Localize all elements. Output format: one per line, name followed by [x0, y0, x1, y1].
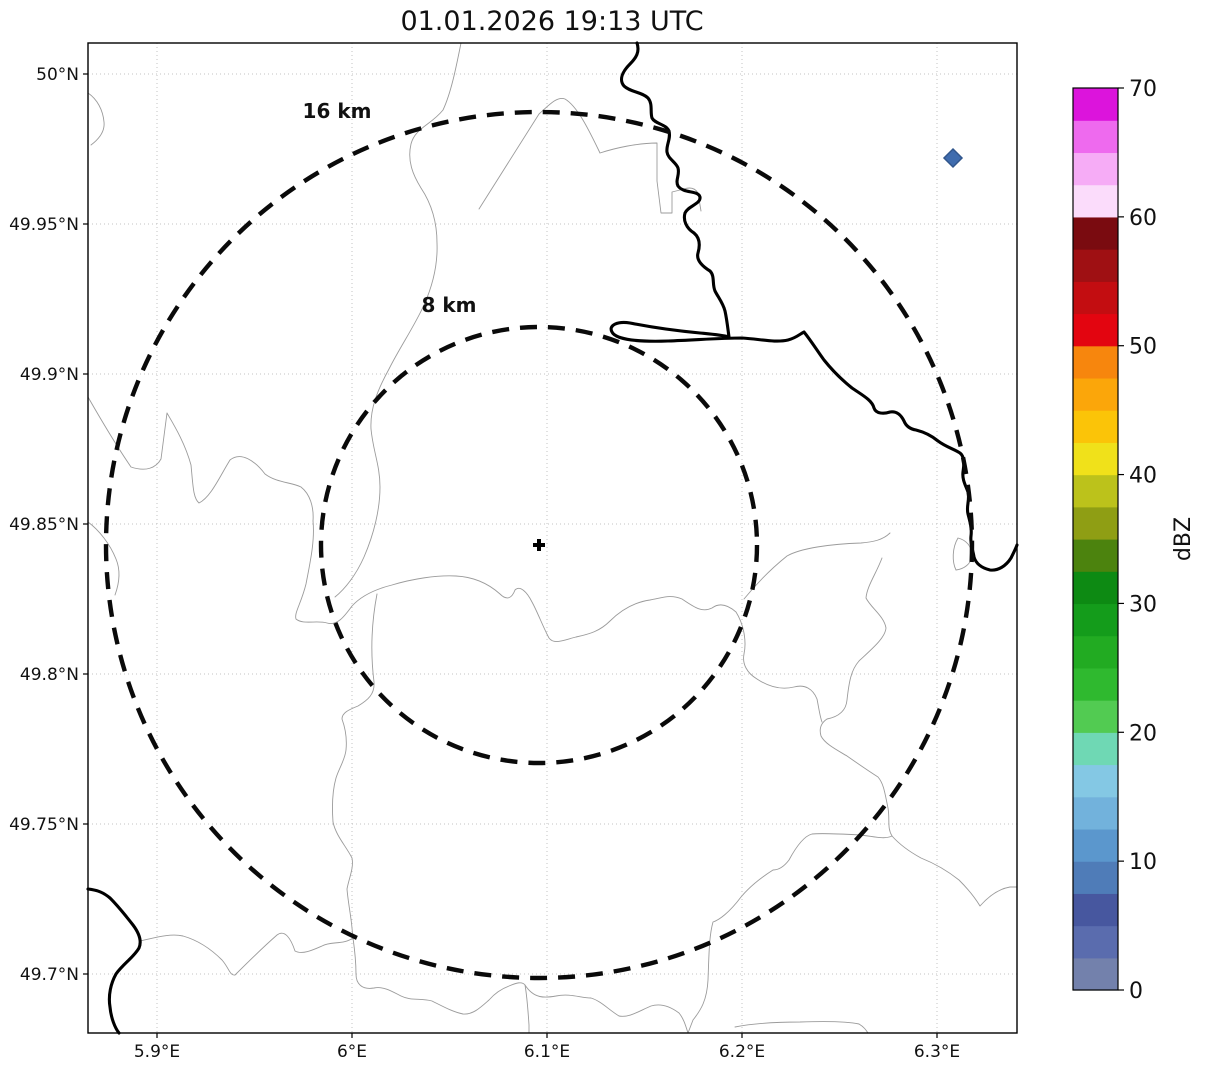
colorbar-segment [1073, 796, 1118, 830]
x-tick-label: 6.3°E [914, 1042, 960, 1062]
y-tick-label: 49.9°N [20, 365, 79, 385]
y-tick-label: 49.85°N [9, 515, 79, 535]
colorbar-segment [1073, 957, 1118, 991]
x-tick-label: 6°E [337, 1042, 367, 1062]
graticule-grid [88, 43, 1017, 1033]
range-ring-16km [103, 109, 975, 981]
y-tick-label: 49.8°N [20, 665, 79, 685]
colorbar-axis-label: dBZ [1171, 517, 1196, 561]
colorbar-segment [1073, 410, 1118, 443]
colorbar-tick-label: 20 [1129, 721, 1157, 746]
colorbar-segment [1073, 88, 1118, 121]
ring-label-16km: 16 km [303, 99, 372, 123]
colorbar-segment [1073, 925, 1118, 959]
axis-ticks-and-labels: 5.9°E 6°E 6.1°E 6.2°E 6.3°E 50°N 49.95°N 49.9°N… [9, 65, 960, 1062]
x-tick-label: 5.9°E [134, 1042, 180, 1062]
colorbar-segment [1073, 442, 1118, 476]
y-tick-label: 50°N [36, 65, 79, 85]
echo-diamond-icon [942, 147, 964, 169]
colorbar-outline [1072, 87, 1119, 991]
admin-boundary-lines [87, 42, 1018, 1034]
colorbar-segment [1073, 700, 1118, 733]
colorbar-segment [1073, 474, 1118, 508]
colorbar-tick-label: 0 [1129, 979, 1143, 1004]
colorbar-segment [1073, 120, 1118, 154]
colorbar-segment [1073, 281, 1118, 315]
plot-frame [87, 42, 1018, 1034]
x-tick-label: 6.2°E [719, 1042, 765, 1062]
colorbar-tick-label: 50 [1129, 335, 1157, 360]
colorbar-tick-label: 30 [1129, 592, 1157, 617]
colorbar-segment [1073, 152, 1118, 186]
range-ring-8km [318, 324, 760, 766]
colorbar-segment [1073, 345, 1118, 379]
range-ring-labels: 16 km 8 km [303, 99, 477, 317]
colorbar-segment [1073, 216, 1118, 250]
radar-center-cross [533, 539, 545, 551]
colorbar-segment [1073, 732, 1118, 766]
colorbar-segment [1073, 506, 1118, 540]
colorbar-segment [1073, 539, 1118, 572]
river-border-lines [86, 41, 1019, 1035]
ring-label-8km: 8 km [421, 293, 476, 317]
colorbar-segment [1073, 249, 1118, 282]
radar-echo-marker [942, 147, 964, 169]
x-tick-label: 6.1°E [524, 1042, 570, 1062]
colorbar-segment [1073, 828, 1118, 862]
colorbar-segment [1073, 667, 1118, 701]
y-tick-label: 49.7°N [20, 965, 79, 985]
plot-title: 01.01.2026 19:13 UTC [400, 6, 703, 37]
range-rings [103, 109, 975, 981]
colorbar-tick-label: 10 [1129, 850, 1157, 875]
colorbar-tick-label: 40 [1129, 464, 1157, 489]
y-tick-label: 49.75°N [9, 815, 79, 835]
y-tick-label: 49.95°N [9, 215, 79, 235]
colorbar-segment [1073, 635, 1118, 669]
colorbar-segment [1073, 377, 1118, 411]
colorbar-segment [1073, 184, 1118, 218]
colorbar-segment [1073, 313, 1118, 347]
colorbar-segment [1073, 893, 1118, 927]
colorbar-tick-label: 60 [1129, 206, 1157, 231]
colorbar-tick-label: 70 [1129, 77, 1157, 102]
colorbar-segment [1073, 571, 1118, 605]
colorbar: 0 10 20 30 40 50 60 70 dBZ [1072, 77, 1196, 1004]
colorbar-segment [1073, 603, 1118, 637]
colorbar-segment [1073, 861, 1118, 894]
colorbar-segment [1073, 764, 1118, 798]
